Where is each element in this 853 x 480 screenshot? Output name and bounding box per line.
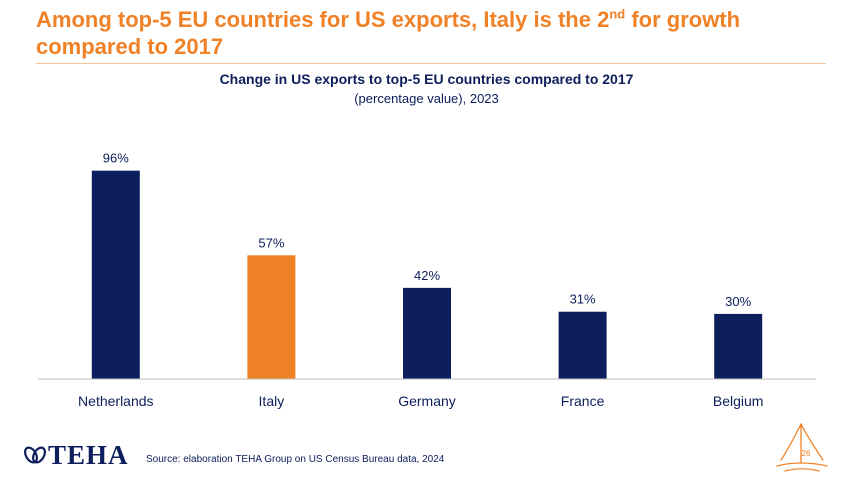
- teha-logo-icon: [24, 446, 46, 464]
- bar-france: [558, 311, 607, 379]
- bar-belgium: [714, 313, 763, 379]
- page-title-superscript: nd: [609, 6, 626, 22]
- source-note: Source: elaboration TEHA Group on US Cen…: [146, 454, 445, 465]
- category-label-germany: Germany: [398, 393, 456, 409]
- category-label-netherlands: Netherlands: [78, 393, 154, 409]
- data-label-italy: 57%: [258, 235, 284, 250]
- data-label-belgium: 30%: [725, 294, 751, 309]
- chart-subtitle: (percentage value), 2023: [354, 91, 499, 106]
- category-label-italy: Italy: [259, 393, 285, 409]
- logo-text: TEHA: [48, 440, 129, 470]
- bar-chart: 96% Netherlands 57% Italy 42% Germany 31% Franc…: [38, 151, 816, 409]
- sailboat-icon: [776, 423, 828, 472]
- chart-title: Change in US exports to top-5 EU countri…: [219, 71, 634, 87]
- category-label-france: France: [561, 393, 605, 409]
- bar-netherlands: [91, 170, 140, 379]
- data-label-france: 31%: [570, 292, 596, 307]
- title-divider: [36, 63, 826, 64]
- page-number: 26: [801, 449, 811, 458]
- page-title-part1: Among top-5 EU countries for US exports,…: [36, 7, 610, 32]
- data-label-germany: 42%: [414, 268, 440, 283]
- data-label-netherlands: 96%: [103, 151, 129, 166]
- category-label-belgium: Belgium: [713, 393, 764, 409]
- bar-italy: [247, 255, 296, 379]
- page-title: Among top-5 EU countries for US exports,…: [36, 6, 826, 60]
- teha-logo: TEHA: [24, 440, 129, 470]
- page-title-part2: for growth compared to 2017: [36, 7, 741, 59]
- bar-germany: [403, 287, 451, 379]
